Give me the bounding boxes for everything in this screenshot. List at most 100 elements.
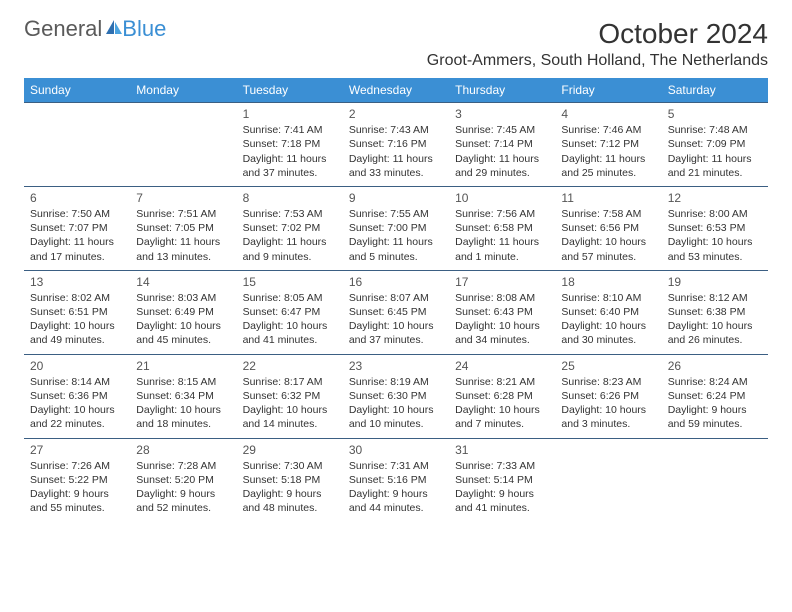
day-cell: 23Sunrise: 8:19 AMSunset: 6:30 PMDayligh…	[343, 354, 449, 438]
day-number: 19	[668, 274, 762, 290]
day-number: 15	[243, 274, 337, 290]
sunset-text: Sunset: 6:38 PM	[668, 305, 762, 319]
weekday-header: Friday	[555, 78, 661, 103]
calendar-row: 27Sunrise: 7:26 AMSunset: 5:22 PMDayligh…	[24, 438, 768, 521]
sunrise-text: Sunrise: 7:41 AM	[243, 123, 337, 137]
day-number: 29	[243, 442, 337, 458]
sunset-text: Sunset: 6:40 PM	[561, 305, 655, 319]
day-cell: 17Sunrise: 8:08 AMSunset: 6:43 PMDayligh…	[449, 270, 555, 354]
title-block: October 2024 Groot-Ammers, South Holland…	[427, 18, 768, 70]
sunrise-text: Sunrise: 7:51 AM	[136, 207, 230, 221]
sunrise-text: Sunrise: 7:30 AM	[243, 459, 337, 473]
day-number: 10	[455, 190, 549, 206]
calendar-table: SundayMondayTuesdayWednesdayThursdayFrid…	[24, 78, 768, 521]
day-cell: 4Sunrise: 7:46 AMSunset: 7:12 PMDaylight…	[555, 103, 661, 187]
sunset-text: Sunset: 7:18 PM	[243, 137, 337, 151]
daylight-text: Daylight: 10 hours and 49 minutes.	[30, 319, 124, 347]
sunrise-text: Sunrise: 8:08 AM	[455, 291, 549, 305]
sunset-text: Sunset: 5:18 PM	[243, 473, 337, 487]
sunrise-text: Sunrise: 7:31 AM	[349, 459, 443, 473]
sunset-text: Sunset: 6:34 PM	[136, 389, 230, 403]
sunset-text: Sunset: 7:09 PM	[668, 137, 762, 151]
empty-cell	[555, 438, 661, 521]
day-cell: 31Sunrise: 7:33 AMSunset: 5:14 PMDayligh…	[449, 438, 555, 521]
daylight-text: Daylight: 10 hours and 22 minutes.	[30, 403, 124, 431]
daylight-text: Daylight: 10 hours and 18 minutes.	[136, 403, 230, 431]
daylight-text: Daylight: 10 hours and 14 minutes.	[243, 403, 337, 431]
day-number: 23	[349, 358, 443, 374]
sunrise-text: Sunrise: 7:55 AM	[349, 207, 443, 221]
day-number: 7	[136, 190, 230, 206]
calendar-row: 20Sunrise: 8:14 AMSunset: 6:36 PMDayligh…	[24, 354, 768, 438]
day-number: 14	[136, 274, 230, 290]
day-number: 1	[243, 106, 337, 122]
day-cell: 7Sunrise: 7:51 AMSunset: 7:05 PMDaylight…	[130, 186, 236, 270]
sunrise-text: Sunrise: 7:50 AM	[30, 207, 124, 221]
day-number: 2	[349, 106, 443, 122]
sunset-text: Sunset: 5:14 PM	[455, 473, 549, 487]
weekday-header-row: SundayMondayTuesdayWednesdayThursdayFrid…	[24, 78, 768, 103]
day-cell: 6Sunrise: 7:50 AMSunset: 7:07 PMDaylight…	[24, 186, 130, 270]
calendar-row: 13Sunrise: 8:02 AMSunset: 6:51 PMDayligh…	[24, 270, 768, 354]
daylight-text: Daylight: 10 hours and 53 minutes.	[668, 235, 762, 263]
month-title: October 2024	[427, 18, 768, 50]
day-cell: 15Sunrise: 8:05 AMSunset: 6:47 PMDayligh…	[237, 270, 343, 354]
day-number: 30	[349, 442, 443, 458]
weekday-header: Saturday	[662, 78, 768, 103]
daylight-text: Daylight: 10 hours and 3 minutes.	[561, 403, 655, 431]
empty-cell	[130, 103, 236, 187]
day-number: 26	[668, 358, 762, 374]
sunset-text: Sunset: 6:43 PM	[455, 305, 549, 319]
day-cell: 19Sunrise: 8:12 AMSunset: 6:38 PMDayligh…	[662, 270, 768, 354]
logo-text-general: General	[24, 18, 102, 40]
sunrise-text: Sunrise: 7:53 AM	[243, 207, 337, 221]
weekday-header: Wednesday	[343, 78, 449, 103]
day-cell: 20Sunrise: 8:14 AMSunset: 6:36 PMDayligh…	[24, 354, 130, 438]
day-number: 4	[561, 106, 655, 122]
sunset-text: Sunset: 6:49 PM	[136, 305, 230, 319]
sunrise-text: Sunrise: 7:58 AM	[561, 207, 655, 221]
daylight-text: Daylight: 9 hours and 55 minutes.	[30, 487, 124, 515]
sunset-text: Sunset: 7:05 PM	[136, 221, 230, 235]
daylight-text: Daylight: 9 hours and 59 minutes.	[668, 403, 762, 431]
day-cell: 3Sunrise: 7:45 AMSunset: 7:14 PMDaylight…	[449, 103, 555, 187]
weekday-header: Tuesday	[237, 78, 343, 103]
sunset-text: Sunset: 6:45 PM	[349, 305, 443, 319]
daylight-text: Daylight: 9 hours and 52 minutes.	[136, 487, 230, 515]
day-number: 3	[455, 106, 549, 122]
calendar-body: 1Sunrise: 7:41 AMSunset: 7:18 PM Daylight…	[24, 103, 768, 522]
daylight-text: Daylight: 10 hours and 34 minutes.	[455, 319, 549, 347]
weekday-header: Monday	[130, 78, 236, 103]
sunrise-text: Sunrise: 8:10 AM	[561, 291, 655, 305]
daylight-text: Daylight: 10 hours and 37 minutes.	[349, 319, 443, 347]
logo: General Blue	[24, 18, 166, 40]
daylight-text: Daylight: 10 hours and 7 minutes.	[455, 403, 549, 431]
sunrise-text: Sunrise: 8:17 AM	[243, 375, 337, 389]
sunset-text: Sunset: 6:51 PM	[30, 305, 124, 319]
day-number: 17	[455, 274, 549, 290]
daylight-text: Daylight: 11 hours and 17 minutes.	[30, 235, 124, 263]
daylight-text: Daylight: 10 hours and 10 minutes.	[349, 403, 443, 431]
sunset-text: Sunset: 6:32 PM	[243, 389, 337, 403]
day-number: 27	[30, 442, 124, 458]
sunset-text: Sunset: 7:12 PM	[561, 137, 655, 151]
day-cell: 24Sunrise: 8:21 AMSunset: 6:28 PMDayligh…	[449, 354, 555, 438]
daylight-text: Daylight: 10 hours and 26 minutes.	[668, 319, 762, 347]
sunrise-text: Sunrise: 7:33 AM	[455, 459, 549, 473]
day-number: 20	[30, 358, 124, 374]
sunset-text: Sunset: 5:20 PM	[136, 473, 230, 487]
day-number: 11	[561, 190, 655, 206]
day-cell: 11Sunrise: 7:58 AMSunset: 6:56 PMDayligh…	[555, 186, 661, 270]
sunset-text: Sunset: 7:14 PM	[455, 137, 549, 151]
sunrise-text: Sunrise: 8:07 AM	[349, 291, 443, 305]
sunset-text: Sunset: 6:26 PM	[561, 389, 655, 403]
day-cell: 18Sunrise: 8:10 AMSunset: 6:40 PMDayligh…	[555, 270, 661, 354]
sunrise-text: Sunrise: 7:56 AM	[455, 207, 549, 221]
sunrise-text: Sunrise: 8:15 AM	[136, 375, 230, 389]
day-number: 9	[349, 190, 443, 206]
daylight-text: Daylight: 9 hours and 48 minutes.	[243, 487, 337, 515]
sunset-text: Sunset: 6:47 PM	[243, 305, 337, 319]
day-cell: 12Sunrise: 8:00 AMSunset: 6:53 PMDayligh…	[662, 186, 768, 270]
calendar-row: 1Sunrise: 7:41 AMSunset: 7:18 PMDaylight…	[24, 103, 768, 187]
sunrise-text: Sunrise: 8:24 AM	[668, 375, 762, 389]
